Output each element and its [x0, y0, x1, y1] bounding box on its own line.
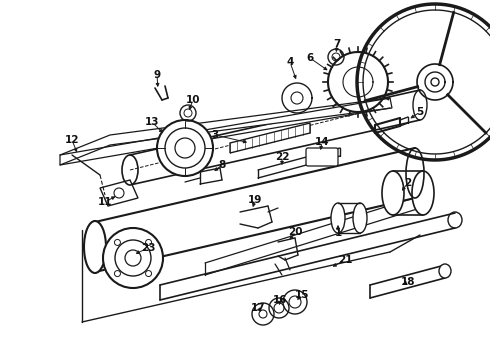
Circle shape — [269, 298, 289, 318]
Text: 8: 8 — [219, 160, 225, 170]
Text: 19: 19 — [248, 195, 262, 205]
Text: 2: 2 — [404, 178, 412, 188]
Text: 3: 3 — [211, 130, 219, 140]
Text: 12: 12 — [65, 135, 79, 145]
Text: 18: 18 — [401, 277, 415, 287]
Circle shape — [252, 303, 274, 325]
Circle shape — [125, 250, 141, 266]
Circle shape — [431, 78, 439, 86]
Polygon shape — [100, 180, 138, 206]
Polygon shape — [230, 123, 310, 153]
Text: 16: 16 — [273, 295, 287, 305]
Text: 14: 14 — [315, 137, 329, 147]
Ellipse shape — [382, 171, 404, 215]
Text: 13: 13 — [145, 117, 159, 127]
Text: 21: 21 — [338, 255, 352, 265]
Ellipse shape — [439, 264, 451, 278]
Polygon shape — [60, 98, 392, 165]
Circle shape — [283, 290, 307, 314]
Text: 23: 23 — [141, 243, 155, 253]
Text: 20: 20 — [288, 227, 302, 237]
Text: 7: 7 — [333, 39, 341, 49]
Circle shape — [157, 120, 213, 176]
Text: 11: 11 — [98, 197, 112, 207]
Text: 10: 10 — [186, 95, 200, 105]
Text: 1: 1 — [334, 228, 342, 238]
Circle shape — [180, 105, 196, 121]
Text: 6: 6 — [306, 53, 314, 63]
Ellipse shape — [412, 171, 434, 215]
Ellipse shape — [84, 221, 106, 273]
Text: 17: 17 — [251, 303, 265, 313]
Circle shape — [103, 228, 163, 288]
Text: 22: 22 — [275, 152, 289, 162]
Text: 15: 15 — [295, 290, 309, 300]
Ellipse shape — [331, 203, 345, 233]
Ellipse shape — [353, 203, 367, 233]
Text: 9: 9 — [153, 70, 161, 80]
Text: 5: 5 — [416, 107, 424, 117]
FancyBboxPatch shape — [306, 148, 338, 166]
Text: 4: 4 — [286, 57, 294, 67]
